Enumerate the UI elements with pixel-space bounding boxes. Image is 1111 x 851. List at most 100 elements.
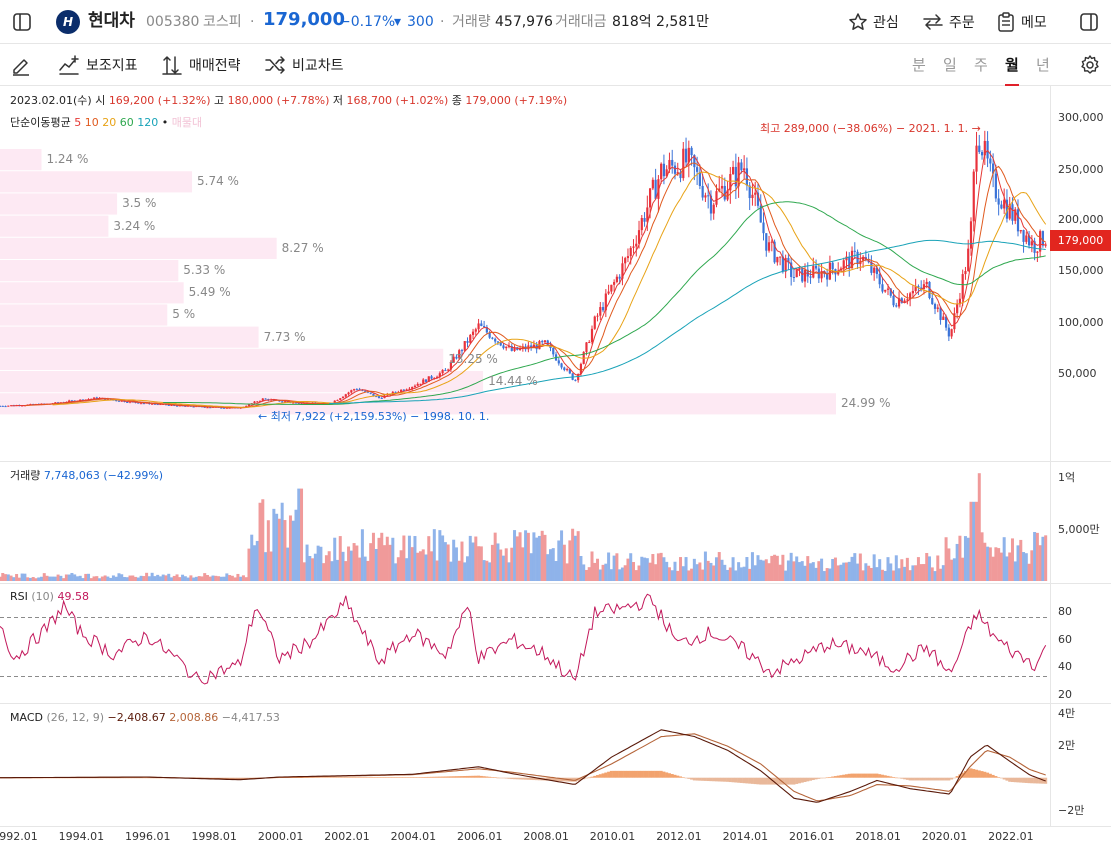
time-axis-label: 2010.01	[589, 830, 636, 843]
macd-histogram-bar	[955, 776, 959, 778]
volume-profile-label: 1.24 %	[46, 152, 89, 166]
volume-bar	[607, 552, 611, 581]
settings-button[interactable]	[1076, 51, 1104, 79]
active-period-indicator	[1005, 84, 1019, 86]
pencil-icon	[13, 59, 29, 76]
volume-bar	[911, 565, 915, 581]
period-day[interactable]: 일	[943, 56, 957, 74]
sidebar-toggle-button[interactable]	[8, 8, 36, 36]
price-chart[interactable]	[0, 86, 1050, 461]
market-name: 코스피	[203, 14, 242, 30]
candle-body	[651, 179, 654, 189]
volume-bar	[275, 513, 279, 581]
macd-histogram-bar	[651, 770, 655, 778]
period-month[interactable]: 월	[1005, 56, 1019, 74]
candle-body	[823, 271, 826, 274]
period-year[interactable]: 년	[1036, 56, 1050, 74]
clipboard-icon	[998, 12, 1014, 32]
order-button[interactable]: 주문	[922, 8, 975, 36]
drawing-tool-button[interactable]	[10, 53, 32, 77]
volume-bar	[300, 488, 304, 581]
macd-histogram-bar	[479, 775, 483, 778]
volume-bar	[670, 570, 674, 581]
macd-histogram-bar	[438, 776, 442, 778]
candle-body	[70, 400, 74, 402]
volume-bar	[26, 577, 30, 581]
memo-button[interactable]: 메모	[996, 8, 1047, 36]
macd-histogram-bar	[496, 777, 500, 779]
macd-histogram-bar	[883, 775, 887, 778]
ohlc-date: 2023.02.01(수)	[10, 94, 92, 107]
macd-histogram-bar	[327, 777, 331, 778]
volume-panel-label: 거래량	[10, 469, 41, 482]
watchlist-button[interactable]: 관심	[848, 8, 899, 36]
macd-histogram-bar	[125, 777, 129, 779]
macd-histogram-bar	[510, 777, 514, 780]
macd-histogram-bar	[612, 770, 616, 778]
volume-bar	[222, 576, 226, 581]
volume-bar	[1033, 532, 1037, 581]
macd-histogram-bar	[756, 777, 760, 785]
volume-bar	[947, 548, 951, 581]
volume-bar	[272, 508, 276, 581]
macd-histogram-bar	[291, 777, 295, 779]
macd-histogram-bar	[145, 777, 149, 779]
volume-chart[interactable]	[0, 462, 1050, 583]
volume-bar	[501, 555, 505, 581]
candle-body	[873, 267, 876, 273]
time-axis-label: 2004.01	[390, 830, 437, 843]
period-minute[interactable]: 분	[912, 56, 926, 74]
volume-profile-bar	[0, 215, 109, 237]
candle-body	[568, 369, 571, 374]
volume-bar	[811, 562, 815, 581]
compare-button[interactable]: 비교차트	[264, 53, 344, 77]
candle-body	[615, 276, 618, 283]
volume-bar	[770, 555, 774, 581]
volume-bar	[438, 530, 442, 581]
volume-legend: 거래량 7,748,063 (−42.99%)	[10, 469, 163, 483]
candle-body	[1005, 199, 1009, 219]
volume-bar	[468, 535, 472, 581]
candle-body	[438, 373, 441, 377]
candle-body	[120, 400, 123, 402]
volume-bar	[662, 557, 666, 581]
macd-chart[interactable]	[0, 704, 1050, 826]
candle-body	[831, 262, 834, 270]
volume-bar	[396, 557, 400, 581]
candle-body	[707, 195, 710, 197]
volume-bar	[709, 562, 713, 581]
period-week[interactable]: 주	[974, 56, 988, 74]
strategy-button[interactable]: 매매전략	[161, 53, 241, 77]
rsi-chart[interactable]	[0, 584, 1050, 703]
volume-bar	[358, 557, 362, 581]
macd-histogram-bar	[828, 777, 832, 778]
candle-body	[878, 274, 881, 285]
macd-histogram-bar	[690, 777, 694, 780]
volume-bar	[341, 551, 345, 581]
macd-params: (26, 12, 9)	[46, 711, 105, 724]
macd-histogram-bar	[305, 777, 309, 778]
candle-body	[369, 392, 372, 394]
high-value: 180,000 (+7.78%)	[227, 94, 330, 107]
macd-histogram-bar	[488, 776, 492, 778]
volume-bar	[377, 537, 381, 581]
volume-bar	[933, 571, 937, 581]
volume-bar	[988, 547, 992, 581]
volume-bar	[1008, 552, 1012, 581]
ma-legend[interactable]: 단순이동평균 5 10 20 60 120 • 매물대	[10, 116, 202, 130]
macd-histogram-bar	[526, 777, 530, 780]
indicator-button[interactable]: 보조지표	[58, 53, 138, 77]
right-panel-toggle-button[interactable]	[1075, 8, 1103, 36]
volume-bar	[842, 562, 846, 581]
candle-body	[402, 389, 405, 391]
candle-body	[922, 284, 926, 290]
volume-profile-bar	[0, 393, 836, 415]
macd-histogram-bar	[770, 777, 774, 785]
volume-profile-label: 5.33 %	[183, 263, 226, 277]
volume-bar	[167, 573, 171, 581]
volume-profile-bar	[0, 348, 444, 370]
volume-profile-bar	[0, 304, 168, 326]
candle-body	[992, 163, 995, 174]
volume-bar	[1, 572, 5, 581]
macd-histogram-bar	[665, 772, 669, 778]
